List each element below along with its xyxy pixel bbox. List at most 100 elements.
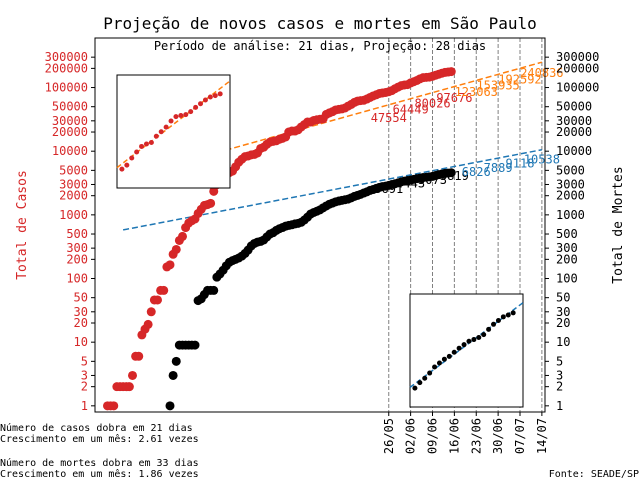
case-point xyxy=(206,198,216,208)
annotation-label: 153935 xyxy=(476,79,519,93)
case-point xyxy=(209,186,219,196)
y-tick-label-left: 3000 xyxy=(59,177,88,191)
y-tick-label-right: 2000 xyxy=(556,189,585,203)
inset-point xyxy=(198,101,204,107)
y-tick-label-right: 100000 xyxy=(556,81,599,95)
case-point xyxy=(109,401,119,411)
annotation-label: 64449 xyxy=(393,103,429,117)
annotation-label: 97676 xyxy=(436,91,472,105)
annotation-label: 240836 xyxy=(520,66,563,80)
y-tick-label-left: 50 xyxy=(74,291,88,305)
inset-point xyxy=(158,129,164,135)
death-point xyxy=(168,370,178,380)
annotations: 4755464449800269767612306315393519259224… xyxy=(371,66,564,196)
inset-point xyxy=(129,155,135,161)
annotation-label: 5073 xyxy=(418,173,447,187)
inset-point xyxy=(173,114,179,120)
y-tick-label-right: 200000 xyxy=(556,61,599,75)
y-tick-label-right: 3 xyxy=(556,368,563,382)
y-tick-label-right: 200 xyxy=(556,252,578,266)
x-tick-label: 09/06 xyxy=(426,418,440,454)
death-point xyxy=(446,168,456,178)
inset-point xyxy=(486,326,492,332)
y-tick-label-right: 5 xyxy=(556,354,563,368)
case-point xyxy=(165,260,175,270)
inset-point xyxy=(417,380,423,386)
case-point xyxy=(153,295,162,305)
annotation-label: 123063 xyxy=(455,85,498,99)
x-tick-label: 26/05 xyxy=(382,418,396,454)
note-deaths-doubling: Número de mortes dobra em 33 dias xyxy=(0,457,199,469)
y-tick-label-left: 5000 xyxy=(59,163,88,177)
death-point xyxy=(209,285,219,295)
y-tick-label-left: 30 xyxy=(74,305,88,319)
inset-point xyxy=(217,91,223,97)
inset-deaths xyxy=(409,293,524,408)
plot-frame xyxy=(94,37,546,413)
y-tick-label-left: 3 xyxy=(81,368,88,382)
y-tick-label-right: 30 xyxy=(556,305,570,319)
inset-point xyxy=(168,118,174,124)
inset-point xyxy=(207,94,213,100)
inset-point xyxy=(461,342,467,348)
x-tick-label: 23/06 xyxy=(469,418,483,454)
inset-point xyxy=(183,112,189,118)
inset-point xyxy=(505,312,511,318)
inset-point xyxy=(193,104,199,110)
y-axis-left-label: Total de Casos xyxy=(15,170,30,280)
inset-point xyxy=(119,166,125,172)
inset-point xyxy=(500,314,506,320)
inset-point xyxy=(412,385,418,391)
y-tick-label-left: 500 xyxy=(66,227,88,241)
annotation-label: 3691 xyxy=(374,182,403,196)
inset-point xyxy=(143,141,149,147)
y-tick-label-left: 50000 xyxy=(52,100,88,114)
y-tick-label-left: 2 xyxy=(81,380,88,394)
inset-point xyxy=(476,334,482,340)
source-note: Fonte: SEADE/SP xyxy=(549,469,639,480)
y-tick-label-right: 20000 xyxy=(556,125,592,139)
y-tick-label-right: 20 xyxy=(556,316,570,330)
y-tick-label-right: 10 xyxy=(556,335,570,349)
y-tick-label-right: 2 xyxy=(556,380,563,394)
y-tick-label-right: 300000 xyxy=(556,50,599,64)
case-point xyxy=(134,351,144,361)
annotation-label: 80026 xyxy=(414,97,450,111)
inset-point xyxy=(481,332,487,338)
y-tick-label-left: 20 xyxy=(74,316,88,330)
projection-week-lines xyxy=(388,38,543,412)
case-point xyxy=(143,319,153,329)
y-tick-label-left: 30000 xyxy=(52,114,88,128)
y-tick-label-left: 300000 xyxy=(45,50,88,64)
y-tick-label-left: 200 xyxy=(66,252,88,266)
case-point xyxy=(146,307,156,317)
x-tick-label: 30/06 xyxy=(491,418,505,454)
y-tick-label-right: 3000 xyxy=(556,177,585,191)
case-point xyxy=(128,370,137,380)
annotation-label: 4443 xyxy=(396,177,425,191)
data-points xyxy=(103,67,456,411)
y-tick-label-right: 10000 xyxy=(556,144,592,158)
y-tick-label-left: 10 xyxy=(74,335,88,349)
y-tick-label-right: 50000 xyxy=(556,100,592,114)
inset-point xyxy=(178,113,184,119)
case-point xyxy=(171,244,181,254)
y-tick-label-right: 30000 xyxy=(556,114,592,128)
projection-line xyxy=(122,149,543,231)
x-tick-label: 07/07 xyxy=(513,418,527,454)
y-tick-label-left: 100000 xyxy=(45,81,88,95)
y-tick-label-left: 300 xyxy=(66,241,88,255)
inset-point xyxy=(466,338,472,344)
inset-point xyxy=(422,375,428,381)
y-tick-label-left: 200000 xyxy=(45,61,88,75)
y-tick-label-right: 50 xyxy=(556,291,570,305)
x-tick-label: 14/07 xyxy=(535,418,549,454)
y-tick-label-left: 10000 xyxy=(52,144,88,158)
inset-point xyxy=(427,370,433,376)
y-tick-label-right: 1000 xyxy=(556,208,585,222)
inset-cases xyxy=(116,74,231,189)
y-tick-label-right: 100 xyxy=(556,272,578,286)
case-point xyxy=(178,231,187,241)
annotation-label: 5819 xyxy=(440,169,469,183)
